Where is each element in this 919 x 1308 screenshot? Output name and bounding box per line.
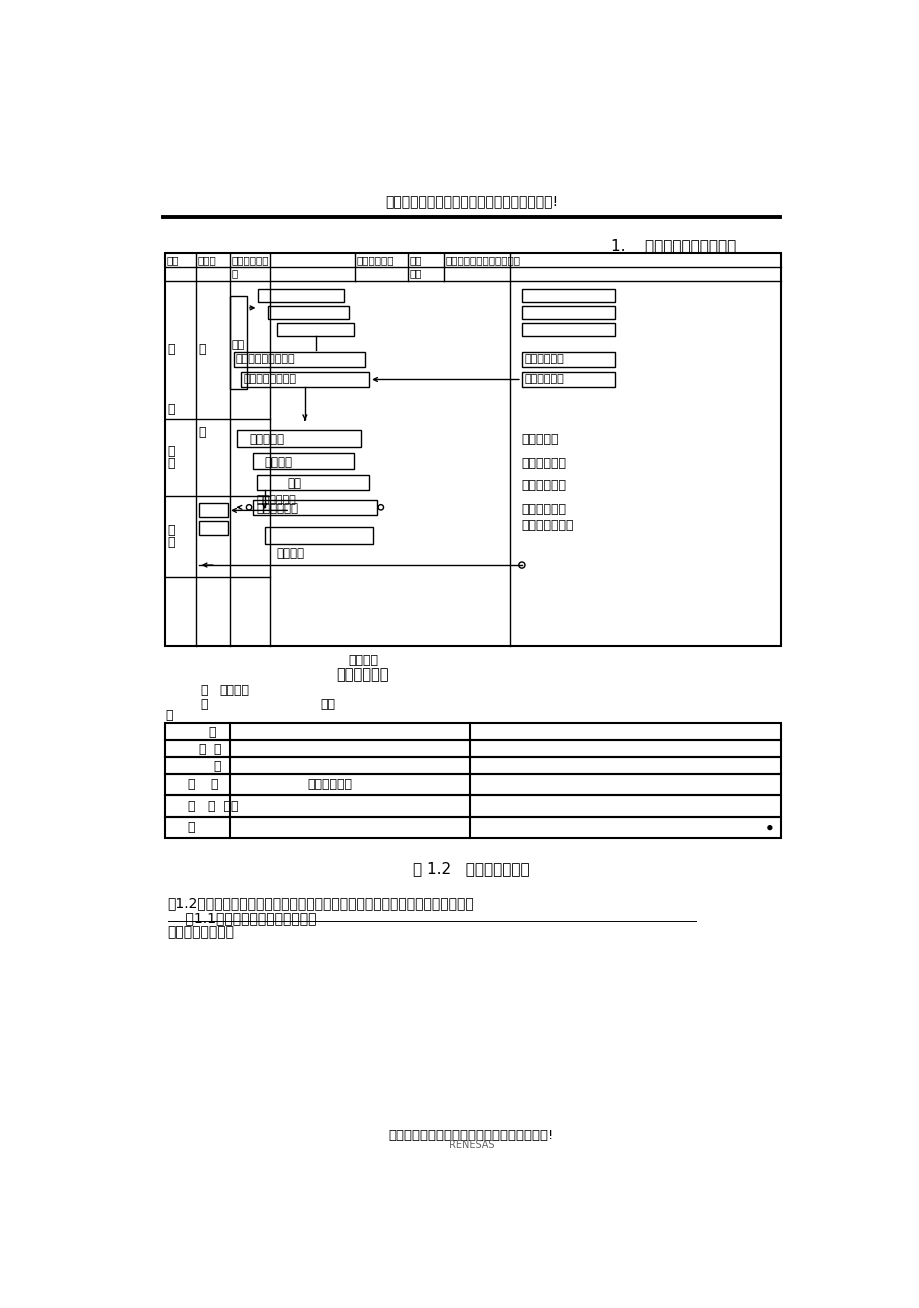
Text: 发: 发 (167, 456, 175, 470)
Bar (277, 323, 354, 336)
Text: 使: 使 (187, 800, 194, 812)
Bar (521, 289, 614, 302)
Text: 际: 际 (187, 778, 194, 791)
Text: 表1.1所示的质量级别，确保相应: 表1.1所示的质量级别，确保相应 (167, 912, 316, 926)
Text: 开: 开 (167, 445, 175, 458)
Text: 户: 户 (199, 343, 206, 356)
Bar (165, 723, 780, 740)
Text: 工艺技术部门（新规开发）: 工艺技术部门（新规开发） (446, 255, 520, 264)
Text: 设计基准确定: 设计基准确定 (521, 504, 566, 517)
Text: 设: 设 (167, 523, 175, 536)
Text: 营业部: 营业部 (198, 255, 217, 264)
Text: 出货指示: 出货指示 (220, 684, 249, 697)
Bar (199, 504, 228, 518)
Text: 级别的的可靠性。: 级别的的可靠性。 (167, 926, 234, 939)
Text: 诉  报告: 诉 报告 (208, 800, 238, 812)
Text: 设计技术部门: 设计技术部门 (231, 255, 268, 264)
Text: 客: 客 (167, 343, 175, 356)
Text: 量产试作: 量产试作 (347, 654, 378, 667)
Text: 工艺品质确认: 工艺品质确认 (521, 479, 566, 492)
Bar (165, 740, 780, 757)
Bar (253, 500, 377, 515)
Text: 货: 货 (208, 726, 215, 739)
Bar (265, 527, 373, 544)
Text: 部门: 部门 (409, 268, 422, 279)
Bar (233, 352, 365, 368)
Text: 客户: 客户 (166, 255, 179, 264)
Text: 1.    可靠性器件的质量保证: 1. 可靠性器件的质量保证 (610, 238, 735, 252)
Text: 设计审查: 设计审查 (265, 455, 292, 468)
Bar (165, 774, 780, 795)
Text: 欢迎阅读本文档，希望本文档能对您有所帮助!: 欢迎阅读本文档，希望本文档能对您有所帮助! (389, 1129, 553, 1142)
Bar (258, 289, 344, 302)
Text: 户: 户 (213, 760, 221, 773)
Bar (521, 323, 614, 336)
Text: 投诉应对处理: 投诉应对处理 (307, 778, 352, 791)
Text: 量产移管: 量产移管 (276, 547, 304, 560)
Text: 欢迎阅读本文档，希望本文档能对您有所帮助!: 欢迎阅读本文档，希望本文档能对您有所帮助! (384, 194, 558, 208)
Bar (165, 254, 780, 646)
Text: 实: 实 (198, 743, 205, 756)
Text: 质量保证部门: 质量保证部门 (357, 255, 394, 264)
Bar (253, 454, 353, 468)
Circle shape (767, 825, 771, 829)
Text: 产: 产 (200, 698, 208, 712)
Text: RENESAS: RENESAS (448, 1141, 494, 1150)
Text: 试作: 试作 (288, 477, 301, 490)
Text: 市场调查、开发合同: 市场调查、开发合同 (235, 354, 295, 364)
Text: ＴＥＧ试作: ＴＥＧ试作 (521, 433, 559, 446)
Text: 计: 计 (167, 536, 175, 549)
Text: 投: 投 (210, 778, 218, 791)
Text: 量: 量 (200, 684, 208, 697)
Text: 用: 用 (187, 821, 194, 835)
Text: 客: 客 (213, 743, 221, 756)
Text: 门: 门 (231, 268, 237, 279)
Text: 产品质量确认: 产品质量确认 (256, 502, 299, 515)
Bar (521, 371, 614, 387)
Bar (199, 521, 228, 535)
Bar (165, 795, 780, 818)
Text: 包装: 包装 (320, 698, 335, 712)
Bar (521, 352, 614, 368)
Bar (165, 757, 780, 774)
Text: 产品特性评价: 产品特性评价 (256, 494, 296, 505)
Text: 封装结构开发: 封装结构开发 (524, 374, 563, 385)
Text: 器件结构开发: 器件结构开发 (524, 354, 563, 364)
Bar (230, 297, 246, 388)
Bar (165, 818, 780, 838)
Text: 出: 出 (165, 709, 173, 722)
Text: 图1.2所示的质量体系中，瑞萨产品保持、提高了高可靠性，从产品开发阶段确定: 图1.2所示的质量体系中，瑞萨产品保持、提高了高可靠性，从产品开发阶段确定 (167, 896, 474, 910)
Text: 部件／材料认证: 部件／材料认证 (521, 519, 573, 532)
Text: 量产质量确认: 量产质量确认 (336, 667, 389, 683)
Bar (241, 371, 369, 387)
Bar (237, 430, 361, 447)
Text: 工艺特性评价: 工艺特性评价 (521, 458, 566, 471)
Text: 部门: 部门 (231, 340, 244, 351)
Text: 客: 客 (167, 403, 175, 416)
Bar (521, 306, 614, 319)
Text: 图 1.2   质量保证体系图: 图 1.2 质量保证体系图 (413, 862, 529, 876)
Text: 开发／设计: 开发／设计 (249, 433, 284, 446)
Bar (256, 475, 369, 490)
Bar (267, 306, 348, 319)
Text: 户: 户 (199, 426, 206, 439)
Text: 制造: 制造 (409, 255, 422, 264)
Text: 开発、事业化计划: 开発、事业化计划 (244, 374, 296, 385)
